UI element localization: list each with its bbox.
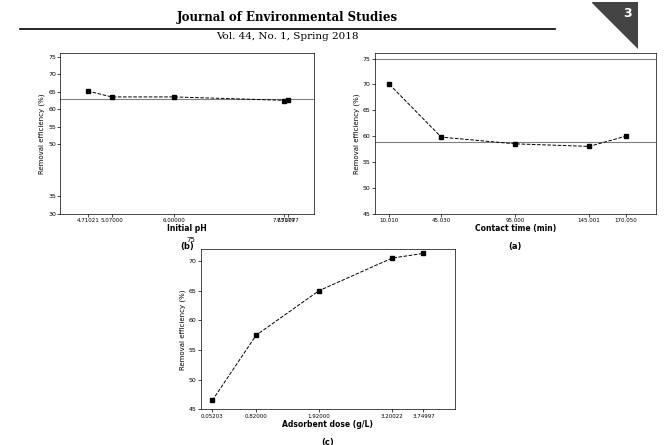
Text: 75: 75 [186,237,195,243]
Y-axis label: Removal efficiency (%): Removal efficiency (%) [353,93,360,174]
Text: Vol. 44, No. 1, Spring 2018: Vol. 44, No. 1, Spring 2018 [216,32,359,41]
Text: 3: 3 [624,7,632,20]
Polygon shape [591,2,638,48]
Text: (a): (a) [508,242,522,251]
Y-axis label: Removal efficiency (%): Removal efficiency (%) [39,93,45,174]
Y-axis label: Removal efficiency (%): Removal efficiency (%) [179,289,186,369]
X-axis label: Initial pH: Initial pH [167,224,207,233]
Text: (b): (b) [181,242,194,251]
Text: Journal of Environmental Studies: Journal of Environmental Studies [177,11,398,24]
X-axis label: Contact time (min): Contact time (min) [474,224,556,233]
X-axis label: Adsorbent dose (g/L): Adsorbent dose (g/L) [282,420,373,429]
Text: (c): (c) [321,437,334,445]
